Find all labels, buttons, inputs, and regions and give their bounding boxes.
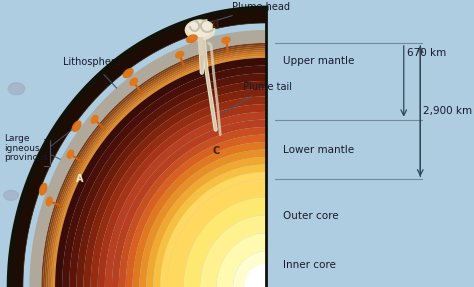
Polygon shape <box>76 81 266 287</box>
Polygon shape <box>217 233 266 287</box>
Text: Lithosphere: Lithosphere <box>64 57 121 88</box>
Polygon shape <box>146 157 266 287</box>
Polygon shape <box>119 127 266 287</box>
Polygon shape <box>41 43 266 287</box>
Polygon shape <box>250 269 266 287</box>
Text: Upper mantle: Upper mantle <box>283 56 354 66</box>
Polygon shape <box>62 65 266 287</box>
Polygon shape <box>160 172 266 287</box>
Polygon shape <box>167 179 266 287</box>
Polygon shape <box>233 251 266 287</box>
Ellipse shape <box>73 121 81 131</box>
Polygon shape <box>83 89 266 287</box>
Polygon shape <box>46 49 266 287</box>
Ellipse shape <box>8 83 25 95</box>
Text: Plume tail: Plume tail <box>223 82 292 113</box>
Text: Inner core: Inner core <box>283 260 336 270</box>
Ellipse shape <box>186 35 197 42</box>
Text: provinces: provinces <box>5 154 48 162</box>
Ellipse shape <box>46 197 52 206</box>
Text: igneous: igneous <box>5 144 40 152</box>
Polygon shape <box>52 54 266 287</box>
Polygon shape <box>126 135 266 287</box>
Polygon shape <box>133 142 266 287</box>
Ellipse shape <box>176 51 183 58</box>
Ellipse shape <box>67 150 73 158</box>
Polygon shape <box>183 197 266 287</box>
Polygon shape <box>112 120 266 287</box>
Text: Large: Large <box>5 133 30 143</box>
Polygon shape <box>98 104 266 287</box>
Polygon shape <box>55 58 266 287</box>
Ellipse shape <box>4 190 18 200</box>
Polygon shape <box>245 264 266 287</box>
Polygon shape <box>139 150 266 287</box>
Text: 670 km: 670 km <box>407 48 446 58</box>
Ellipse shape <box>130 78 137 85</box>
Polygon shape <box>69 73 266 287</box>
Ellipse shape <box>123 69 133 78</box>
Text: Plume head: Plume head <box>210 2 290 22</box>
Text: 2,900 km: 2,900 km <box>423 106 472 116</box>
Polygon shape <box>91 96 266 287</box>
Ellipse shape <box>188 22 212 36</box>
Polygon shape <box>43 45 266 287</box>
Text: Lower mantle: Lower mantle <box>283 145 354 154</box>
Text: B: B <box>211 20 219 30</box>
Polygon shape <box>200 215 266 287</box>
Ellipse shape <box>91 115 98 123</box>
Polygon shape <box>153 164 266 287</box>
Polygon shape <box>50 52 266 287</box>
Ellipse shape <box>222 37 230 43</box>
Polygon shape <box>45 47 266 287</box>
Ellipse shape <box>185 20 215 40</box>
Text: A: A <box>76 174 83 185</box>
Polygon shape <box>48 51 266 287</box>
Text: C: C <box>213 146 220 156</box>
Polygon shape <box>9 8 266 287</box>
Polygon shape <box>54 56 266 287</box>
Polygon shape <box>29 30 266 287</box>
Polygon shape <box>105 112 266 287</box>
Text: Outer core: Outer core <box>283 211 338 221</box>
Ellipse shape <box>39 183 47 195</box>
